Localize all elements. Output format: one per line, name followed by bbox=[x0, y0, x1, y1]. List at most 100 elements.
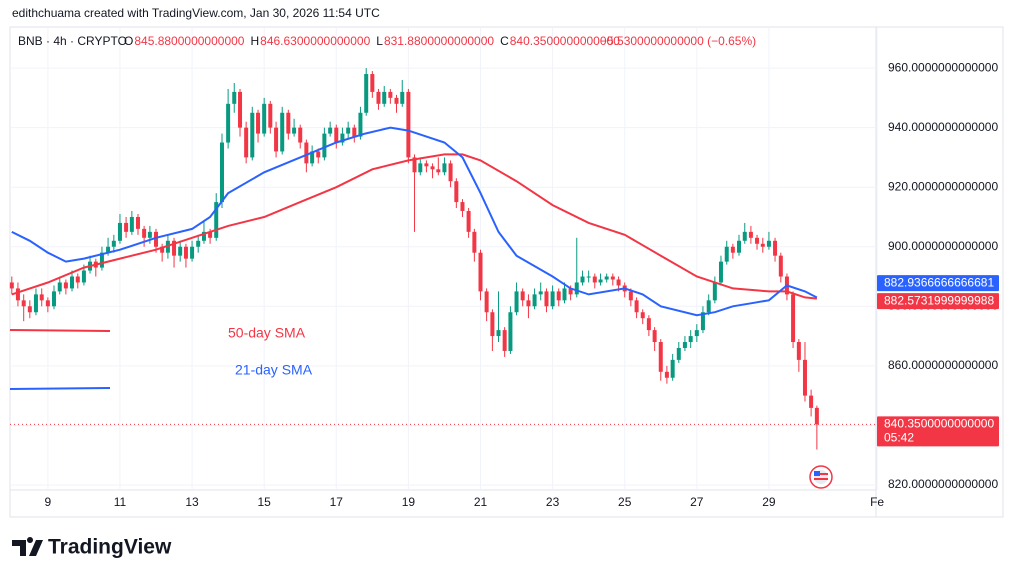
candle-body bbox=[718, 261, 723, 283]
candle-body bbox=[376, 91, 381, 104]
ohlc-value: 846.6300000000000 bbox=[260, 34, 370, 48]
candle-body bbox=[544, 291, 549, 307]
x-tick-label: 21 bbox=[474, 495, 488, 509]
candle-body bbox=[430, 166, 435, 170]
candle-body bbox=[472, 231, 477, 253]
candle-body bbox=[730, 246, 735, 253]
y-tick-label: 960.0000000000000 bbox=[888, 60, 998, 74]
candle-body bbox=[700, 312, 705, 331]
candle-body bbox=[773, 240, 778, 256]
candle-body bbox=[388, 91, 393, 98]
x-tick-label: 25 bbox=[618, 495, 632, 509]
candle-body bbox=[322, 133, 327, 158]
candle-body bbox=[814, 407, 819, 425]
candle-body bbox=[448, 163, 453, 182]
candle-body bbox=[454, 181, 459, 203]
candle-body bbox=[99, 252, 104, 268]
candle-body bbox=[75, 276, 80, 283]
change: −5.5300000000000 (−0.65%) bbox=[600, 34, 756, 48]
logo-text: TradingView bbox=[48, 536, 172, 559]
candle-body bbox=[532, 294, 537, 307]
candle-body bbox=[520, 291, 525, 301]
candle-body bbox=[755, 237, 760, 244]
candle-body bbox=[616, 279, 621, 286]
candle-body bbox=[676, 347, 681, 360]
candle-body bbox=[442, 163, 447, 173]
candle-body bbox=[334, 127, 339, 143]
symbol: BNB · 4h · CRYPTO bbox=[18, 34, 127, 48]
candle-body bbox=[652, 330, 657, 343]
candle-body bbox=[286, 112, 291, 134]
candle-body bbox=[364, 74, 369, 113]
price-tag-label: 882.5731999999988 bbox=[884, 293, 994, 307]
candle-body bbox=[262, 103, 267, 134]
ohlc-value: 840.3500000000000 bbox=[510, 34, 620, 48]
candle-body bbox=[340, 133, 345, 143]
candle-body bbox=[664, 371, 669, 378]
candle-body bbox=[791, 294, 796, 343]
candle-body bbox=[57, 282, 62, 292]
candle-body bbox=[586, 276, 591, 278]
candle-body bbox=[526, 300, 531, 307]
candle-body bbox=[466, 211, 471, 232]
candle-body bbox=[778, 255, 783, 277]
ohlc-legend: O 845.8800000000000 H 846.6300000000000 L 831… bbox=[124, 34, 620, 48]
candle-body bbox=[70, 276, 75, 289]
candle-body bbox=[694, 330, 699, 337]
candle-body bbox=[292, 127, 297, 134]
candle-body bbox=[706, 300, 711, 313]
x-tick-label: 13 bbox=[185, 495, 199, 509]
candle-body bbox=[21, 300, 26, 307]
x-tick-label: 19 bbox=[402, 495, 416, 509]
candle-body bbox=[568, 288, 573, 295]
candle-body bbox=[562, 288, 567, 301]
candle-body bbox=[766, 240, 771, 247]
candle-body bbox=[154, 231, 159, 247]
sma-line bbox=[11, 153, 818, 300]
candle-body bbox=[63, 282, 68, 289]
x-tick-label: 17 bbox=[330, 495, 344, 509]
drawn-line bbox=[9, 387, 111, 390]
candle-body bbox=[436, 169, 441, 173]
candle-body bbox=[556, 291, 561, 301]
candle-body bbox=[352, 127, 357, 137]
candle-body bbox=[15, 288, 20, 301]
candle-body bbox=[550, 291, 555, 307]
candle-body bbox=[508, 312, 513, 351]
x-tick-label: Fe bbox=[870, 495, 884, 509]
chart-frame bbox=[9, 26, 1004, 518]
candle-body bbox=[33, 294, 38, 313]
sma-line bbox=[11, 126, 818, 317]
candle-body bbox=[316, 151, 321, 158]
candle-body bbox=[274, 127, 279, 152]
candle-body bbox=[201, 231, 206, 241]
candle-body bbox=[760, 243, 765, 247]
y-tick-label: 940.0000000000000 bbox=[888, 120, 998, 134]
candle-body bbox=[208, 231, 213, 238]
candle-body bbox=[178, 246, 183, 256]
candle-body bbox=[736, 240, 741, 253]
candle-body bbox=[646, 318, 651, 331]
candle-body bbox=[538, 291, 543, 295]
candle-body bbox=[250, 112, 255, 158]
candle-body bbox=[809, 395, 814, 408]
candle-body bbox=[147, 231, 152, 238]
candle-body bbox=[81, 270, 86, 283]
candle-body bbox=[496, 330, 501, 337]
candle-body bbox=[39, 294, 44, 301]
candle-body bbox=[796, 342, 801, 360]
candle-body bbox=[658, 342, 663, 372]
ohlc-value: 831.8800000000000 bbox=[384, 34, 494, 48]
candle-body bbox=[268, 103, 273, 128]
candle-body bbox=[604, 276, 609, 280]
candle-body bbox=[256, 112, 261, 134]
ohlc-key: O bbox=[124, 34, 133, 48]
candle-body bbox=[106, 246, 111, 253]
candle-body bbox=[724, 246, 729, 262]
price-tag bbox=[877, 416, 999, 447]
candle-body bbox=[688, 336, 693, 343]
drawn-line bbox=[9, 329, 111, 332]
candle-body bbox=[346, 127, 351, 134]
candle-body bbox=[27, 306, 32, 313]
candle-body bbox=[610, 276, 615, 280]
